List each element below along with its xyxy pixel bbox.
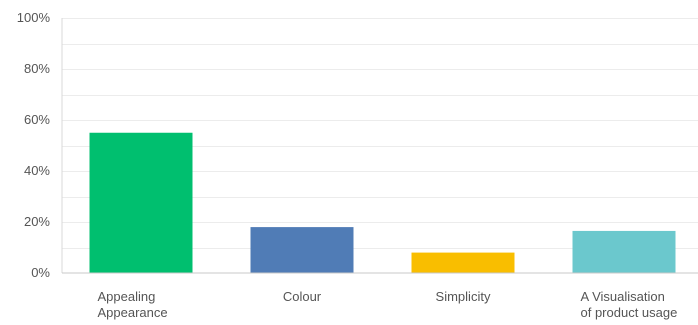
x-tick-label: Colour [283,289,322,304]
y-axis-ticks: 0% 20% 40% 60% 80% 100% [17,10,51,280]
x-tick-label-line: Appearance [98,305,168,320]
y-tick-label: 60% [24,112,50,127]
bars [89,132,676,273]
x-tick-label: Simplicity [436,289,491,304]
bar [89,132,193,273]
x-tick-label-line: of product usage [581,305,678,320]
x-tick-label-line: Colour [283,289,322,304]
y-tick-label: 80% [24,61,50,76]
bar [411,252,515,273]
y-tick-label: 20% [24,214,50,229]
y-tick-label: 100% [17,10,51,25]
x-tick-label-line: A Visualisation [581,289,665,304]
x-tick-label-line: Simplicity [436,289,491,304]
bar [572,230,676,273]
x-tick-label: A Visualisation of product usage [581,289,678,320]
x-axis-labels: Appealing Appearance Colour Simplicity A Vis… [98,289,678,320]
bar [250,227,354,273]
y-tick-label: 40% [24,163,50,178]
y-tick-label: 0% [31,265,50,280]
x-tick-label: Appealing Appearance [98,289,168,320]
x-tick-label-line: Appealing [98,289,156,304]
